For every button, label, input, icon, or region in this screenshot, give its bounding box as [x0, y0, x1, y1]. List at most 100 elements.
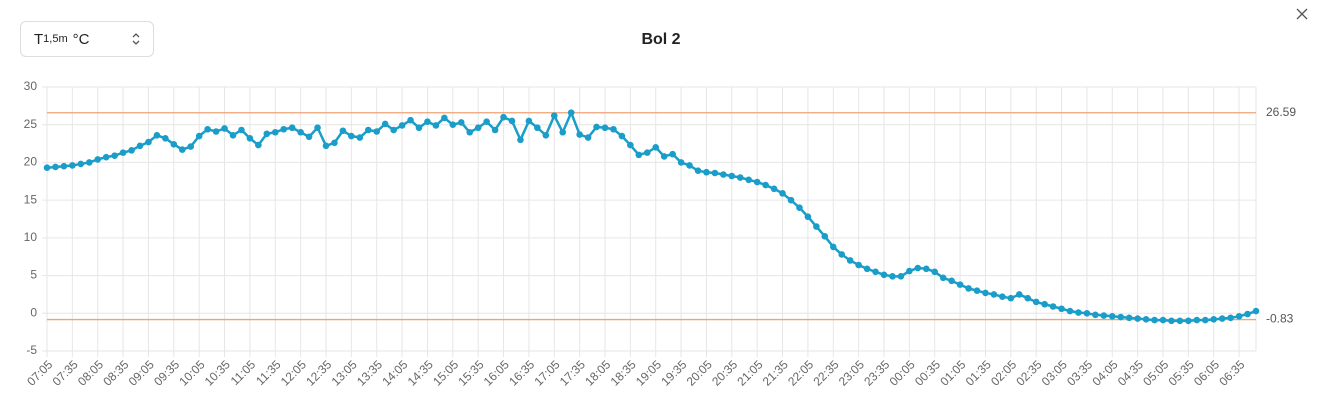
data-point [779, 190, 786, 197]
data-point [162, 134, 169, 142]
data-point [424, 118, 431, 125]
y-tick-label: 30 [24, 79, 38, 93]
data-point [1066, 307, 1074, 315]
data-point [846, 257, 854, 264]
data-point [1235, 313, 1243, 320]
close-button[interactable] [1290, 2, 1314, 26]
data-point [449, 121, 457, 129]
x-tick-label: 05:05 [1140, 357, 1171, 388]
data-point [1244, 310, 1251, 318]
data-point [804, 213, 812, 221]
data-point [204, 125, 211, 133]
data-point [221, 125, 228, 132]
data-point [889, 273, 896, 280]
data-point [694, 167, 702, 175]
data-point [660, 153, 668, 160]
data-point [500, 113, 507, 121]
data-point [838, 251, 846, 258]
data-point [1032, 298, 1040, 306]
data-point [348, 132, 355, 140]
y-tick-label: 0 [30, 305, 37, 319]
data-point [973, 287, 981, 294]
data-point [297, 128, 304, 136]
data-point [390, 126, 397, 134]
data-point [271, 128, 279, 136]
data-point [474, 124, 482, 132]
data-point [1125, 314, 1133, 322]
data-point [728, 172, 736, 180]
data-point [77, 160, 85, 168]
data-point [922, 265, 930, 273]
data-point [855, 261, 862, 269]
data-point [1227, 314, 1234, 322]
data-point [813, 223, 820, 230]
x-tick-label: 22:35 [811, 357, 842, 388]
data-point [584, 134, 592, 141]
x-tick-label: 16:35 [506, 357, 537, 388]
data-point [796, 204, 803, 211]
x-tick-label: 01:35 [963, 357, 994, 388]
data-point [1134, 315, 1141, 322]
chart-title: Bol 2 [641, 31, 680, 48]
y-tick-label: 15 [24, 192, 38, 206]
data-point [1151, 316, 1158, 324]
x-tick-label: 11:35 [253, 357, 284, 388]
x-tick-label: 18:35 [608, 357, 639, 388]
x-tick-label: 15:05 [430, 357, 461, 388]
data-point [288, 124, 296, 132]
data-point [880, 271, 888, 279]
x-tick-label: 12:35 [303, 357, 334, 388]
x-tick-label: 10:05 [176, 357, 207, 388]
x-tick-label: 01:05 [937, 357, 968, 388]
data-point [703, 168, 710, 176]
x-tick-label: 20:05 [684, 357, 715, 388]
x-tick-label: 14:35 [405, 357, 436, 388]
x-tick-label: 09:35 [151, 357, 182, 388]
data-point [280, 125, 288, 133]
select-subscript: 1,5m [43, 33, 68, 45]
data-point [305, 133, 313, 141]
data-point [821, 233, 829, 240]
x-tick-label: 10:35 [202, 357, 233, 388]
data-point [170, 141, 178, 148]
data-point [635, 151, 643, 159]
data-point [94, 156, 102, 163]
data-point [1201, 316, 1209, 324]
data-point [229, 131, 237, 139]
data-point [1218, 315, 1226, 322]
data-point [1015, 291, 1023, 298]
variable-select[interactable]: T 1,5m °C [20, 21, 154, 57]
data-point [863, 265, 871, 273]
x-tick-label: 23:05 [836, 357, 867, 388]
data-point [356, 134, 364, 141]
data-point [965, 285, 972, 292]
x-tick-label: 14:05 [379, 357, 410, 388]
data-point [1058, 305, 1065, 313]
data-point [43, 164, 51, 172]
chevron-icon [132, 33, 140, 45]
x-tick-label: 07:05 [24, 357, 55, 388]
data-point [931, 268, 939, 276]
data-point [1252, 307, 1260, 315]
data-point [102, 153, 110, 161]
x-tick-label: 08:05 [75, 357, 106, 388]
data-point [111, 152, 118, 159]
data-point [1176, 317, 1184, 325]
data-point [314, 124, 321, 132]
select-unit: °C [72, 30, 90, 48]
x-tick-label: 05:35 [1166, 357, 1197, 388]
data-point [897, 273, 905, 280]
data-point [677, 159, 685, 166]
data-point [119, 149, 127, 156]
x-tick-label: 04:35 [1115, 357, 1146, 388]
reference-label: 26.59 [1266, 105, 1296, 119]
data-point [1210, 316, 1218, 323]
data-point [398, 122, 406, 129]
x-tick-label: 16:05 [481, 357, 512, 388]
data-point [762, 181, 769, 189]
y-tick-label: 20 [24, 155, 38, 169]
x-tick-label: 22:05 [785, 357, 816, 388]
x-tick-label: 18:05 [582, 357, 613, 388]
data-point [618, 132, 626, 140]
data-point [686, 162, 693, 169]
